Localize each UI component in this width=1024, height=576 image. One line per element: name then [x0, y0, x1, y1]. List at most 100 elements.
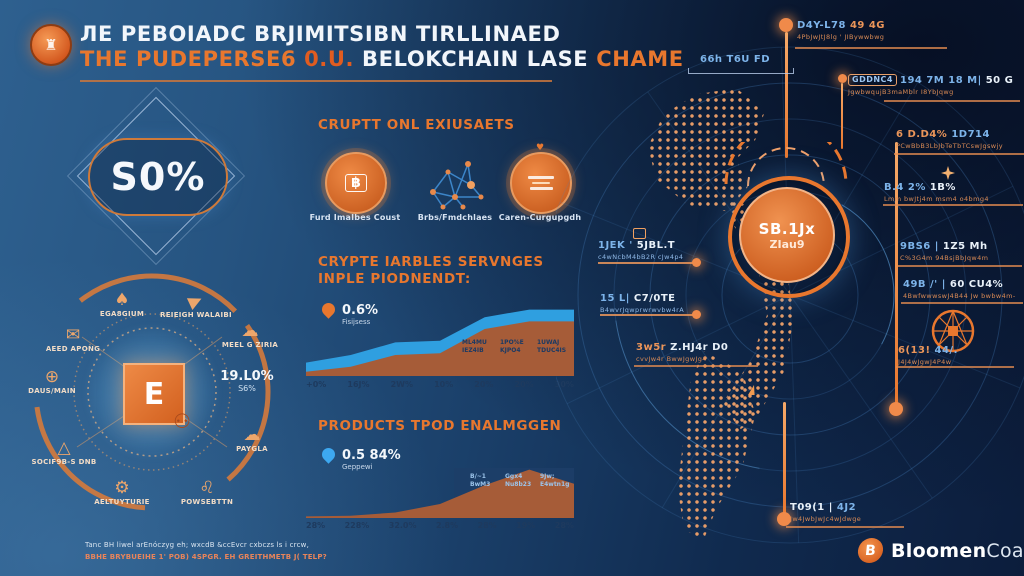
chip-icon: [633, 228, 646, 239]
title-part-d: CHAME: [596, 47, 684, 71]
stat2-label: Geppewi: [342, 463, 373, 471]
wheel-item: △ SOCIF9B-S DNB: [20, 437, 108, 466]
chart2-annotation: Ggx4 Nu8b23: [505, 473, 549, 489]
stat1-value: 0.6%: [342, 303, 379, 318]
wheel-item: ⚙ AELTUYTURIE: [78, 477, 166, 506]
title-line2: THE PUDEPERSE6 0.U. BELOKCHAIN LASE CHAM…: [80, 47, 684, 71]
wheel-stat-sub: S6%: [238, 384, 256, 393]
wheel-item: ♠ EGA8GIUM: [78, 291, 166, 318]
connector-line: [600, 314, 696, 316]
callout-main-accent: 6(13!: [898, 345, 931, 356]
callout-right-6: 6(13! 44/. J4J4wJgwJ4P4w: [898, 345, 958, 366]
diamond-stat-value: S0%: [110, 155, 206, 199]
callout-main-accent: C7/0TE: [633, 293, 676, 304]
map-marker: [777, 512, 791, 526]
x-tick: 32.0%: [388, 521, 417, 530]
exchange-label-2: Brbs/Fmdchlaes: [417, 213, 493, 222]
connector-line: [783, 402, 786, 514]
callout-main-accent: 1Z5 Mh: [942, 241, 988, 252]
pyramid-icon: △: [57, 437, 71, 458]
connector-line: [841, 83, 843, 149]
wheel-item: ✉ AEED APONG: [29, 326, 117, 353]
callout-sub: cvvJw4r BwwJgwJg4: [636, 354, 707, 363]
callout-sub: J4J4wJgwJ4P4w: [898, 357, 952, 366]
callout-sub: Lmm bwJtj4m msm4 o4bmg4: [884, 194, 989, 203]
annotation-text: 1UWAJ: [537, 339, 560, 346]
x-tick: 28%: [477, 521, 497, 530]
bracket-line: [688, 68, 794, 74]
chart1-x-axis: +0% 16J% 2W% 10% 20% 20% 30%: [306, 380, 574, 389]
callout-main: 44/.: [934, 345, 958, 356]
logo-glyph: B: [864, 542, 877, 559]
callout-main: B.4 2%: [884, 182, 926, 193]
callout-underline: [786, 526, 904, 528]
x-tick: 20%: [514, 380, 534, 389]
callout-sub: 4PbJwJtJ8lg ' JIBywwbwg: [797, 32, 885, 41]
cloud-icon: ☁: [241, 320, 259, 341]
callout-right-2: 6 D.D4% 1D714 PCwBbB3LbJbTeTbTCswJgswjy: [896, 129, 1003, 150]
chart2-annotation: 9Jw; E4wtn1g: [540, 473, 584, 489]
lion-icon: ♌: [199, 477, 215, 498]
callout-underline: [896, 366, 1014, 368]
callout-underline: [795, 47, 947, 49]
exchange-circle-3: [510, 152, 572, 214]
callout-sub: c4wNcbM4bB2R cJw4p4: [598, 252, 684, 261]
annotation-text: Ggx4: [505, 473, 523, 480]
callout-right-1: GDDNC4 194 7M 18 M| 50 G JgwbwqujB3maMblr…: [848, 74, 1013, 96]
wheel-spoke-icon: [931, 309, 975, 353]
logo-bold: Bloomen: [891, 539, 987, 562]
annotation-text: Nu8b23: [505, 481, 532, 489]
title-part-a: THE PUDEPERSE6: [80, 47, 297, 71]
callout-main: 66h T6U FD: [700, 54, 771, 65]
callout-main-accent: 50 G: [985, 75, 1014, 86]
robot-icon: ⚙: [114, 477, 130, 498]
chart2-annotation: B/~1 BwM3: [470, 473, 514, 489]
wheel-item-label: SOCIF9B-S DNB: [31, 457, 97, 466]
callout-left-3: 3w5r Z.HJ4r D0 cvvJw4r BwwJgwJg4: [636, 342, 728, 363]
network-icon: [430, 161, 484, 210]
wheel-item-label: AELTUYTURIE: [94, 497, 150, 506]
wheel-center-chip: E ⚇: [123, 363, 191, 433]
stat-block-1: 0.6% Fisijsess: [319, 300, 379, 326]
x-tick: 16J%: [347, 380, 370, 389]
chart1-annotation: 1PO%E KJPO4: [500, 339, 544, 355]
x-tick: 28%: [554, 521, 574, 530]
stat-block-2: 0.5 84% Geppewi: [319, 445, 401, 471]
center-badge: SB.1Jx ZIau9: [739, 187, 835, 283]
banknote-icon: ฿: [345, 174, 367, 192]
header-logo-badge: ♜: [30, 24, 72, 66]
circle-text-line: [532, 181, 550, 185]
connector-line: [598, 262, 694, 264]
wheel-item-label: MEEL G ZIRIA: [221, 340, 279, 349]
header-emblem-icon: ♜: [44, 36, 58, 54]
center-badge-line2: ZIau9: [769, 237, 805, 251]
x-tick: +0%: [306, 380, 327, 389]
callout-sub: Jw4JwbJwJc4wJdwge: [790, 514, 862, 523]
robot-figure-icon: ⚇: [173, 409, 191, 433]
exchange-circle-1: ฿: [325, 152, 387, 214]
exchange-label-1: Furd ImaIbes Coust: [309, 213, 401, 222]
center-badge-line1: SB.1Jx: [758, 219, 816, 238]
annotation-text: ML4MU: [462, 339, 487, 346]
chart1-annotation: ML4MU IEZ4IB: [462, 339, 506, 355]
x-tick: 20%: [474, 380, 494, 389]
wheel-item: ☁ PAYGLA: [208, 426, 296, 453]
callout-right-3: B.4 2% 1B% Lmm bwJtj4m msm4 o4bmg4: [884, 182, 989, 203]
x-tick: 19%: [516, 521, 536, 530]
x-tick: 28%: [306, 521, 326, 530]
wheel-stat-value: 19.L0%: [220, 369, 274, 384]
callout-main: Z.HJ4r D0: [670, 342, 729, 353]
wheel-item-label: DAUS/MAIN: [28, 386, 76, 395]
map-marker: [692, 258, 701, 267]
callout-main-accent: 4J2: [836, 502, 857, 513]
callout-main-accent: 1B%: [929, 182, 956, 193]
callout-main: 15 L|: [600, 293, 630, 304]
map-marker: [838, 74, 847, 83]
brand-logo-text: BloomenCoald: [891, 540, 1024, 562]
callout-left-2: 15 L| C7/0TE B4wvrJqwprwrwvbw4rA: [600, 293, 684, 314]
brand-logo: B BloomenCoald: [856, 538, 1024, 563]
circle-text-line: [529, 187, 553, 190]
callout-underline: [901, 302, 1023, 304]
title-part-c: BELOKCHAIN LASE: [362, 47, 589, 71]
